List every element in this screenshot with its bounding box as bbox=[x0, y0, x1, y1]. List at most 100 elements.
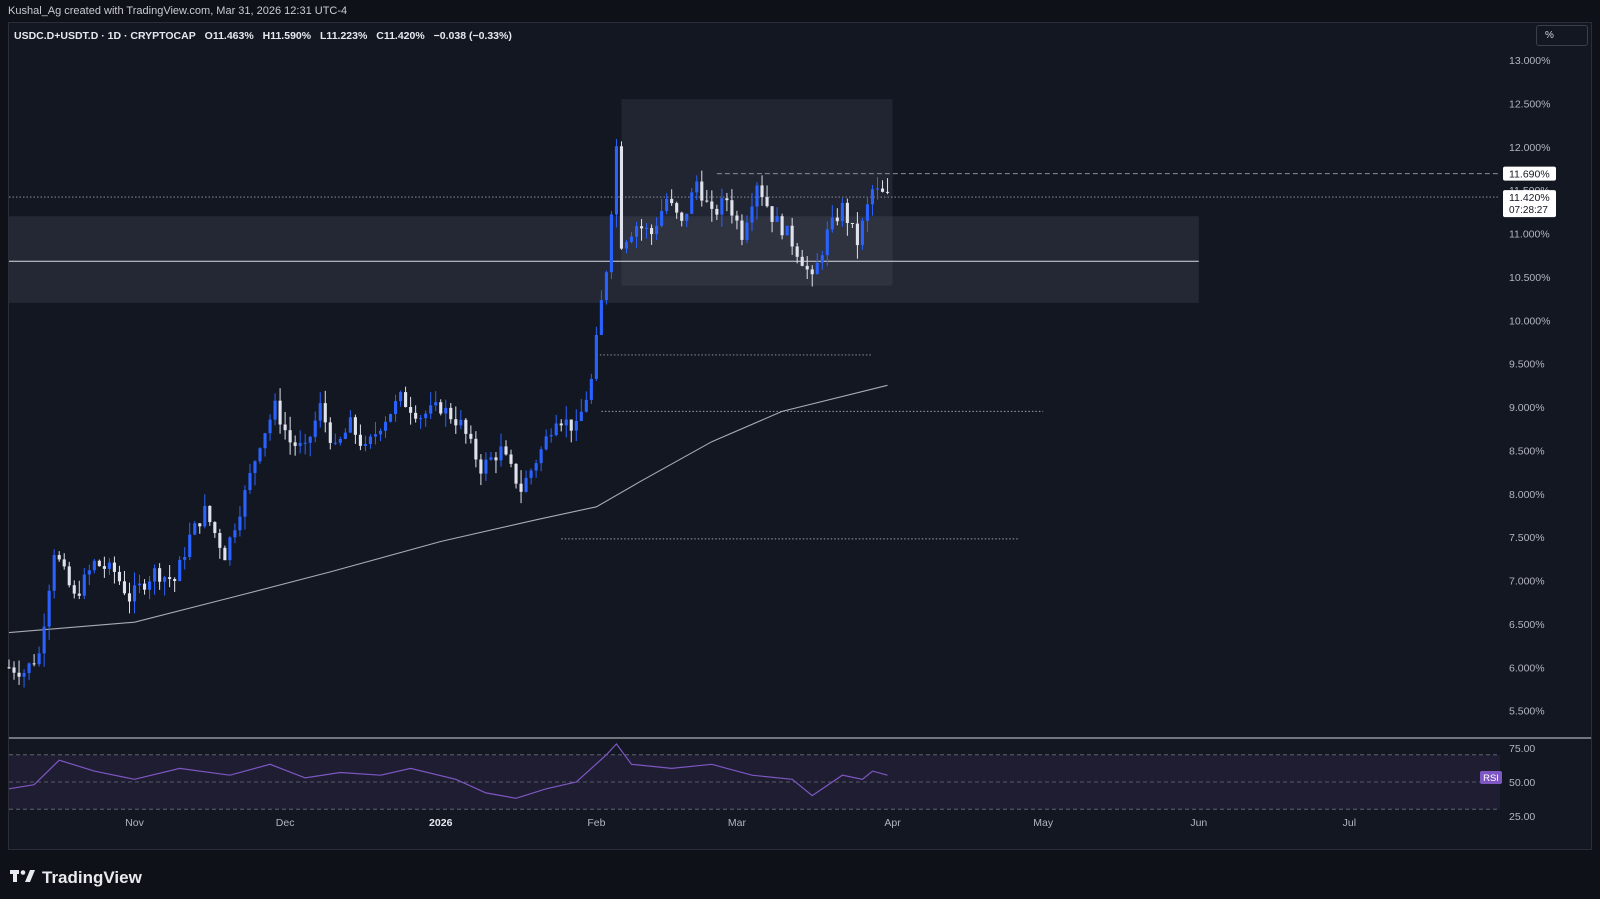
candle bbox=[770, 206, 774, 222]
candle bbox=[158, 568, 162, 582]
candle bbox=[414, 412, 418, 419]
candle bbox=[283, 424, 287, 431]
percent-scale-button[interactable]: % bbox=[1536, 25, 1588, 46]
candle bbox=[77, 593, 81, 596]
candle bbox=[228, 537, 232, 561]
candle bbox=[830, 217, 834, 230]
candle bbox=[780, 216, 784, 236]
change-value: −0.038 (−0.33%) bbox=[433, 30, 512, 42]
price-axis-tick: 10.000% bbox=[1509, 315, 1550, 327]
candle bbox=[690, 192, 694, 214]
candle bbox=[248, 473, 252, 491]
candle bbox=[92, 560, 96, 571]
candle bbox=[695, 181, 699, 193]
candle bbox=[589, 378, 593, 400]
candle bbox=[735, 215, 739, 221]
candle bbox=[223, 547, 227, 561]
candle bbox=[353, 417, 357, 435]
candle bbox=[12, 667, 16, 673]
symbol-name[interactable]: USDC.D+USDT.D · 1D · CRYPTOCAP bbox=[14, 30, 196, 42]
candle bbox=[720, 198, 724, 215]
price-axis-tick: 8.500% bbox=[1509, 445, 1545, 457]
candle bbox=[775, 216, 779, 222]
candle bbox=[47, 590, 51, 627]
open-value: O11.463% bbox=[204, 30, 254, 42]
candle bbox=[213, 522, 217, 533]
candle bbox=[680, 212, 684, 221]
candle bbox=[293, 442, 297, 446]
candle bbox=[790, 225, 794, 247]
candle bbox=[132, 585, 137, 602]
footer-bar bbox=[0, 858, 1600, 899]
candle bbox=[348, 417, 352, 433]
candle bbox=[333, 442, 337, 444]
candle bbox=[469, 433, 473, 439]
candle bbox=[519, 483, 523, 492]
price-axis-tick: 6.500% bbox=[1509, 619, 1545, 631]
candle bbox=[499, 446, 503, 461]
moving-average-line bbox=[8, 384, 888, 634]
candle bbox=[363, 444, 367, 446]
candle bbox=[183, 557, 187, 560]
candle bbox=[42, 626, 46, 654]
bar-countdown: 07:28:27 bbox=[1509, 205, 1548, 216]
candle bbox=[243, 490, 247, 517]
chart-panel[interactable] bbox=[8, 22, 1592, 850]
price-axis-tick: 9.500% bbox=[1509, 359, 1545, 371]
candle bbox=[22, 673, 26, 677]
candle bbox=[82, 574, 86, 596]
candle bbox=[529, 470, 533, 478]
tradingview-logo-text: TradingView bbox=[42, 868, 142, 887]
candle bbox=[629, 236, 634, 242]
rsi-axis-tick: 25.00 bbox=[1509, 811, 1535, 823]
candle bbox=[32, 663, 36, 665]
candle bbox=[444, 407, 448, 414]
candle bbox=[112, 562, 116, 572]
candle bbox=[740, 220, 744, 240]
candle bbox=[393, 401, 398, 415]
candle bbox=[820, 255, 824, 263]
candle bbox=[835, 217, 839, 222]
candle bbox=[373, 434, 378, 437]
tradingview-logo[interactable]: TradingView bbox=[10, 868, 142, 888]
time-axis-label: Jul bbox=[1343, 817, 1356, 829]
candle bbox=[840, 202, 844, 222]
candle bbox=[142, 583, 147, 590]
candle bbox=[730, 200, 734, 216]
candle bbox=[639, 226, 644, 229]
candle bbox=[288, 430, 292, 443]
candle bbox=[258, 448, 262, 462]
candle bbox=[153, 568, 157, 582]
candle bbox=[725, 198, 729, 201]
candle bbox=[388, 414, 393, 422]
candle bbox=[805, 265, 809, 270]
candle bbox=[634, 226, 639, 237]
candle bbox=[399, 392, 403, 402]
candle bbox=[434, 402, 438, 406]
price-axis-tick: 6.000% bbox=[1509, 662, 1545, 674]
candle bbox=[87, 570, 91, 575]
price-axis-tick: 12.500% bbox=[1509, 98, 1550, 110]
candle bbox=[624, 241, 629, 249]
candle bbox=[855, 223, 859, 246]
candle bbox=[785, 225, 789, 236]
candle bbox=[52, 555, 56, 591]
low-value: L11.223% bbox=[320, 30, 368, 42]
candle bbox=[17, 672, 21, 677]
candle bbox=[765, 197, 769, 207]
time-axis-label: Mar bbox=[728, 817, 747, 829]
last-price-label-bg bbox=[1503, 190, 1556, 218]
candle bbox=[303, 442, 307, 444]
candle bbox=[524, 477, 528, 492]
candle bbox=[539, 449, 543, 464]
high-value: H11.590% bbox=[262, 30, 312, 42]
price-axis-tick: 12.000% bbox=[1509, 142, 1550, 154]
candle bbox=[198, 523, 202, 527]
candle bbox=[117, 571, 122, 582]
candle bbox=[122, 581, 127, 594]
candle bbox=[745, 222, 749, 240]
candle bbox=[439, 402, 443, 414]
candle bbox=[494, 457, 498, 461]
candle bbox=[273, 400, 277, 420]
